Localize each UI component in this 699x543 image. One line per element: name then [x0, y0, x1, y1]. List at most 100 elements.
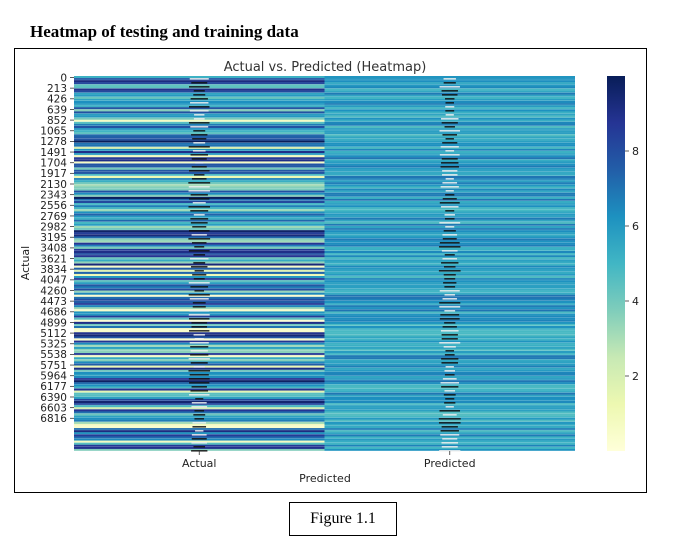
heatmap-cell: [74, 94, 325, 97]
heatmap-cell: [74, 96, 325, 100]
heatmap-cell: [324, 207, 575, 210]
heatmap-cell: [324, 90, 575, 93]
cell-annotation-glyph: [188, 250, 210, 252]
cell-annotation-glyph: [441, 262, 459, 264]
cell-annotation-glyph: [193, 334, 205, 336]
cell-annotation-glyph: [444, 286, 456, 288]
y-tick-label: 1491: [40, 147, 67, 159]
colorbar-tick-label: 8: [632, 145, 639, 158]
heatmap-cell: [74, 142, 325, 145]
heatmap-cell: [74, 419, 325, 422]
document-heading: Heatmap of testing and training data: [30, 22, 299, 41]
cell-annotation-glyph: [188, 294, 210, 296]
heatmap-cell: [324, 392, 575, 395]
cell-annotation-glyph: [441, 250, 458, 252]
cell-annotation-glyph: [193, 262, 206, 264]
y-tick-label: 4047: [40, 275, 67, 287]
cell-annotation-glyph: [444, 218, 455, 220]
heatmap-cell: [74, 188, 325, 191]
heatmap-cell: [324, 276, 575, 279]
cell-annotation-glyph: [441, 338, 458, 340]
heatmap-cell: [324, 384, 575, 387]
y-tick-label: 4899: [40, 317, 67, 329]
heatmap-cell: [74, 138, 325, 141]
cell-annotation-glyph: [440, 118, 459, 120]
cell-annotation-glyph: [439, 242, 460, 244]
cell-annotation-glyph: [191, 442, 208, 444]
cell-annotation-glyph: [439, 450, 461, 452]
cell-annotation-glyph: [192, 306, 206, 308]
heatmap-cell: [74, 359, 325, 362]
cell-annotation-glyph: [194, 410, 205, 412]
cell-annotation-glyph: [441, 442, 459, 444]
heatmap-cell: [324, 432, 575, 435]
heatmap-cell: [74, 307, 325, 310]
y-tick-label: 0: [60, 72, 67, 84]
heatmap-cell: [74, 263, 325, 266]
cell-annotation-glyph: [190, 154, 208, 156]
y-tick-label: 5751: [40, 360, 67, 372]
cell-annotation-glyph: [193, 118, 205, 120]
cell-annotation-glyph: [439, 302, 461, 304]
y-tick-label: 4260: [40, 285, 67, 297]
cell-annotation-glyph: [443, 274, 456, 276]
heatmap-cell: [74, 215, 325, 218]
heatmap-cell: [324, 203, 575, 206]
cell-annotation-glyph: [189, 342, 209, 344]
heatmap-cell: [74, 323, 325, 327]
x-axis-label: Predicted: [299, 472, 351, 485]
heatmap-cell: [324, 88, 575, 91]
heatmap-cell: [74, 332, 325, 335]
heatmap-cell: [324, 111, 575, 114]
heatmap-cell: [324, 311, 575, 314]
heatmap-cell: [324, 176, 575, 179]
heatmap-cell: [74, 240, 325, 243]
cell-annotation-glyph: [190, 390, 209, 392]
heatmap-cell: [324, 232, 575, 235]
cell-annotation-glyph: [188, 230, 210, 232]
heatmap-cell: [324, 303, 575, 306]
heatmap-cell: [74, 428, 325, 431]
y-tick-label: 426: [47, 94, 67, 106]
heatmap-cell: [74, 128, 325, 131]
cell-annotation-glyph: [442, 198, 457, 200]
heatmap-cell: [74, 88, 325, 91]
cell-annotation-glyph: [189, 318, 210, 320]
y-tick-label: 3834: [40, 264, 67, 276]
heatmap-cell: [324, 307, 575, 310]
cell-annotation-glyph: [190, 362, 208, 364]
heatmap-cell: [324, 215, 575, 218]
y-tick-label: 1278: [40, 136, 67, 148]
heatmap-cell: [324, 167, 575, 170]
heatmap-cell: [74, 338, 325, 341]
heatmap-cell: [324, 251, 575, 254]
cell-annotation-glyph: [190, 258, 209, 260]
cell-annotation-glyph: [445, 194, 455, 196]
heatmap-cell: [324, 142, 575, 145]
cell-annotation-glyph: [445, 406, 454, 408]
cell-annotation-glyph: [443, 230, 456, 232]
y-tick-label: 852: [47, 115, 67, 127]
cell-annotation-glyph: [441, 122, 458, 124]
y-tick-label: 2982: [40, 221, 67, 233]
cell-annotation-glyph: [440, 314, 460, 316]
heatmap-cell: [74, 398, 325, 402]
heatmap-cell: [324, 407, 575, 410]
cell-annotation-glyph: [442, 378, 457, 380]
heatmap-cell: [74, 167, 325, 170]
cell-annotation-glyph: [440, 166, 459, 168]
heatmap-cell: [74, 384, 325, 387]
cell-annotation-glyph: [439, 86, 460, 88]
heatmap-cell: [74, 346, 325, 350]
cell-annotation-glyph: [190, 194, 208, 196]
heatmap-cell: [324, 394, 575, 397]
cell-annotation-glyph: [442, 438, 458, 440]
y-tick-label: 5325: [40, 339, 67, 351]
heatmap-cell: [324, 419, 575, 422]
heatmap-cell: [324, 194, 575, 197]
cell-annotation-glyph: [445, 102, 454, 104]
chart-title: Actual vs. Predicted (Heatmap): [224, 60, 427, 75]
heatmap-cell: [74, 211, 325, 214]
cell-annotation-glyph: [191, 234, 207, 236]
y-tick-label: 4473: [40, 296, 67, 308]
